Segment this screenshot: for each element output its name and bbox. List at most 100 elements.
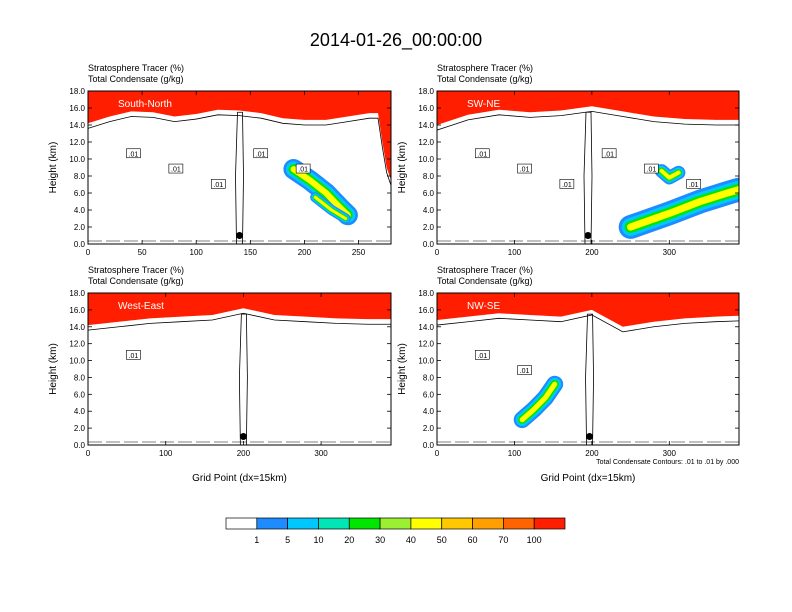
contour-label: .01 bbox=[689, 182, 699, 189]
colorbar-swatch bbox=[441, 517, 473, 530]
y-tick-label: 16.0 bbox=[69, 306, 85, 315]
intrusion-streak-1 bbox=[659, 168, 681, 180]
y-tick-label: 0.0 bbox=[423, 240, 435, 249]
tracer-band-10 bbox=[88, 293, 391, 326]
y-tick-label: 14.0 bbox=[69, 323, 85, 332]
location-marker bbox=[239, 433, 247, 441]
panel-title-line1: Stratosphere Tracer (%) bbox=[88, 63, 184, 73]
y-tick-label: 8.0 bbox=[74, 373, 86, 382]
contour-label-box bbox=[474, 148, 490, 159]
contour-label: .01 bbox=[477, 151, 487, 158]
y-tick-label: 2.0 bbox=[74, 424, 86, 433]
colorbar-swatch bbox=[225, 517, 258, 530]
panel-title-line1: Stratosphere Tracer (%) bbox=[437, 63, 533, 73]
x-tick-label: 0 bbox=[86, 248, 91, 257]
colorbar-level-label: 5 bbox=[285, 535, 290, 545]
colorbar-swatch bbox=[472, 517, 504, 530]
x-tick-label: 100 bbox=[508, 248, 522, 257]
plot-area: .01 .01 .01 .01 .01 .01 SW-NE bbox=[437, 91, 739, 244]
contour-label-box bbox=[559, 179, 575, 189]
intrusion-streak-0 bbox=[290, 166, 351, 219]
convective-column-contour bbox=[585, 313, 594, 445]
y-tick-label: 4.0 bbox=[423, 206, 435, 215]
contour-label: .01 bbox=[171, 167, 181, 174]
location-marker bbox=[584, 232, 592, 239]
panel-title-line1: Stratosphere Tracer (%) bbox=[437, 265, 533, 275]
intrusion-streak-0 bbox=[519, 381, 558, 423]
x-tick-label: 200 bbox=[585, 449, 599, 458]
tracer-band-10 bbox=[88, 91, 391, 181]
plot-frame bbox=[436, 292, 740, 446]
y-tick-label: 16.0 bbox=[69, 104, 85, 113]
x-tick-label: 100 bbox=[508, 449, 522, 458]
colorbar-level-label: 10 bbox=[313, 535, 323, 545]
y-tick-label: 6.0 bbox=[423, 189, 435, 198]
y-axis-label: Height (km) bbox=[397, 343, 408, 395]
x-tick-label: 300 bbox=[663, 248, 677, 257]
y-tick-label: 0.0 bbox=[74, 441, 86, 450]
panel-3: Stratosphere Tracer (%)Total Condensate … bbox=[397, 265, 740, 484]
contour-label: .01 bbox=[477, 353, 487, 360]
y-axis-label: Height (km) bbox=[48, 343, 59, 395]
contour-label: .01 bbox=[562, 182, 572, 189]
x-tick-label: 250 bbox=[352, 248, 366, 257]
y-tick-label: 16.0 bbox=[418, 104, 434, 113]
colorbar-level-label: 30 bbox=[375, 535, 385, 545]
contour-label: .01 bbox=[520, 368, 530, 375]
plot-area: .01 .01 NW-SE bbox=[437, 293, 739, 445]
panel-title-line2: Total Condensate (g/kg) bbox=[88, 74, 184, 84]
x-axis-label: Grid Point (dx=15km) bbox=[192, 473, 287, 484]
colorbar-swatch bbox=[410, 517, 443, 530]
contour-label-box bbox=[474, 350, 490, 360]
y-tick-label: 8.0 bbox=[74, 172, 86, 181]
colorbar-level-label: 100 bbox=[527, 535, 542, 545]
x-tick-label: 100 bbox=[190, 248, 204, 257]
panel-1: Stratosphere Tracer (%)Total Condensate … bbox=[397, 63, 740, 257]
colorbar-level-label: 20 bbox=[344, 535, 354, 545]
contour-label: .01 bbox=[213, 182, 223, 189]
x-tick-label: 0 bbox=[435, 449, 440, 458]
y-tick-label: 12.0 bbox=[69, 340, 85, 349]
x-tick-label: 200 bbox=[298, 248, 312, 257]
y-tick-label: 4.0 bbox=[74, 407, 86, 416]
y-tick-label: 2.0 bbox=[423, 223, 435, 232]
contour-label-box bbox=[295, 163, 311, 174]
panel-title-line2: Total Condensate (g/kg) bbox=[437, 276, 533, 286]
x-tick-label: 0 bbox=[435, 248, 440, 257]
x-axis-label: Grid Point (dx=15km) bbox=[541, 473, 636, 484]
y-tick-label: 18.0 bbox=[69, 87, 85, 96]
y-tick-label: 18.0 bbox=[418, 289, 434, 298]
panel-label: South-North bbox=[118, 99, 172, 110]
contour-label-box bbox=[686, 179, 702, 189]
colorbar-level-label: 70 bbox=[498, 535, 508, 545]
x-tick-label: 150 bbox=[244, 248, 258, 257]
intrusion-streak-1 bbox=[313, 195, 348, 221]
panel-title-line2: Total Condensate (g/kg) bbox=[437, 74, 533, 84]
convective-column-contour bbox=[238, 313, 248, 445]
tracer-band-10 bbox=[437, 293, 739, 327]
colorbar-swatch bbox=[503, 517, 535, 530]
colorbar-swatch bbox=[318, 517, 350, 530]
y-tick-label: 2.0 bbox=[423, 424, 435, 433]
x-tick-label: 50 bbox=[138, 248, 147, 257]
contour-label-box bbox=[644, 163, 659, 174]
contour-label: .01 bbox=[604, 151, 614, 158]
y-tick-label: 10.0 bbox=[418, 155, 434, 164]
y-tick-label: 10.0 bbox=[69, 155, 85, 164]
location-marker bbox=[236, 232, 243, 239]
y-tick-label: 8.0 bbox=[423, 373, 435, 382]
y-tick-label: 4.0 bbox=[423, 407, 435, 416]
contour-label: .01 bbox=[129, 353, 139, 360]
y-tick-label: 14.0 bbox=[69, 121, 85, 130]
colorbar-level-label: 1 bbox=[254, 535, 259, 545]
contour-note: Total Condensate Contours: .01 to .01 by… bbox=[596, 459, 739, 466]
location-marker bbox=[586, 433, 594, 441]
y-tick-label: 0.0 bbox=[74, 240, 86, 249]
y-tick-label: 10.0 bbox=[418, 357, 434, 366]
panel-title-line2: Total Condensate (g/kg) bbox=[88, 276, 184, 286]
y-tick-label: 14.0 bbox=[418, 121, 434, 130]
contour-label-box bbox=[517, 163, 532, 174]
convective-column-contour bbox=[235, 111, 244, 244]
contour-label: .01 bbox=[298, 167, 308, 174]
y-axis-label: Height (km) bbox=[48, 142, 59, 194]
